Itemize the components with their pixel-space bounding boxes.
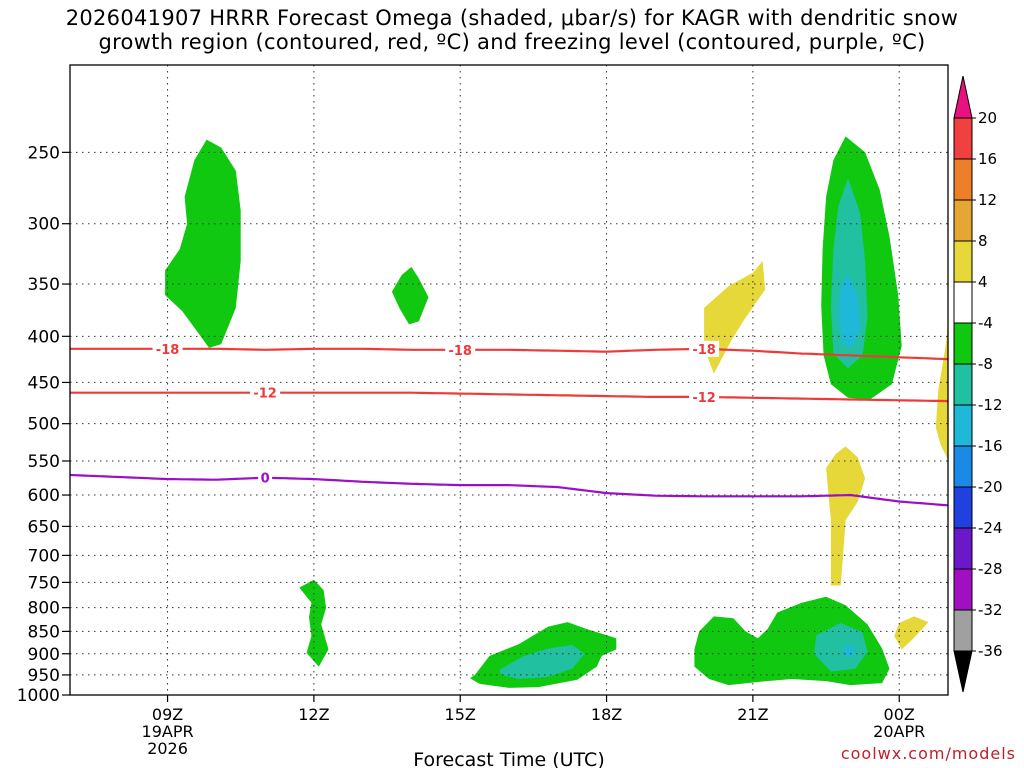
omega-region-upper-right-sink-core2 xyxy=(838,272,861,348)
colorbar-label-2: 12 xyxy=(978,191,997,209)
colorbar-swatch-12 xyxy=(953,609,973,652)
x-tick-label-18Z: 18Z xyxy=(591,705,622,724)
y-tick-label-650: 650 xyxy=(28,517,60,537)
y-tick-label-550: 550 xyxy=(28,452,60,472)
contour-label-freezing-level-0-0: 0 xyxy=(261,472,270,487)
chart-title: 2026041907 HRRR Forecast Omega (shaded, … xyxy=(0,6,1024,54)
colorbar-label-7: -12 xyxy=(978,396,1003,414)
contour-label-bg-temperature-minus-12-0 xyxy=(250,384,281,401)
colorbar-swatch-0 xyxy=(953,117,973,160)
colorbar-label-1: 16 xyxy=(978,150,997,168)
y-tick-label-700: 700 xyxy=(28,546,60,566)
x-tick-label-15Z: 15Z xyxy=(445,705,476,724)
colorbar-swatch-8 xyxy=(953,445,973,488)
colorbar-swatch-5 xyxy=(953,322,973,365)
y-axis: 250 300 350 400 450 500 550 600 650 700 750 800 850 9… xyxy=(17,143,70,706)
colorbar-label-11: -28 xyxy=(978,560,1003,578)
contour-freezing-level-0 xyxy=(70,473,948,507)
website-credit[interactable]: coolwx.com/models xyxy=(840,744,1016,763)
colorbar-label-4: 4 xyxy=(978,273,988,291)
y-tick-label-500: 500 xyxy=(28,415,60,435)
colorbar-swatch-7 xyxy=(953,404,973,447)
colorbar-label-5: -4 xyxy=(978,314,993,332)
colorbar-swatch-4 xyxy=(953,281,973,324)
y-tick-label-750: 750 xyxy=(28,573,60,593)
colorbar-label-6: -8 xyxy=(978,355,993,373)
x-tick-label-09Z: 09Z xyxy=(152,705,183,724)
omega-region-small-sink-14z xyxy=(391,266,429,325)
omega-region-rise-24z xyxy=(894,616,929,650)
contour-label-temperature-minus-12-1: -12 xyxy=(692,391,716,406)
chart-title-line-1: 2026041907 HRRR Forecast Omega (shaded, … xyxy=(65,6,959,30)
y-tick-label-250: 250 xyxy=(28,143,60,163)
y-tick-label-850: 850 xyxy=(28,622,60,642)
colorbar-swatch-6 xyxy=(953,363,973,406)
y-tick-label-400: 400 xyxy=(28,327,60,347)
y-tick-label-1000: 1000 xyxy=(17,686,60,706)
colorbar-legend: 20 16 12 8 4 -4 -8 -12 -16 -20 -24 -28 -32 -36 xyxy=(953,75,1003,693)
x-tick-label-12Z: 12Z xyxy=(298,705,329,724)
colorbar-label-13: -36 xyxy=(978,642,1003,660)
y-tick-label-450: 450 xyxy=(28,373,60,393)
colorbar-swatch-1 xyxy=(953,158,973,201)
colorbar-label-8: -16 xyxy=(978,437,1003,455)
colorbar-swatch-9 xyxy=(953,486,973,529)
y-tick-label-900: 900 xyxy=(28,645,60,665)
contour-label-bg-freezing-level-0-0 xyxy=(258,469,273,486)
contour-labels-layer: -18 -18 -18 -12 -12 0 xyxy=(152,340,720,487)
contour-label-temperature-minus-18-1: -18 xyxy=(448,344,472,359)
y-tick-label-300: 300 xyxy=(28,215,60,235)
x-tick-date-00Z: 20APR xyxy=(873,722,925,741)
colorbar-swatch-10 xyxy=(953,527,973,570)
colorbar-swatch-3 xyxy=(953,240,973,283)
contour-label-bg-temperature-minus-18-1 xyxy=(445,341,476,358)
plot-frame xyxy=(69,64,949,696)
chart-title-line-2: growth region (contoured, red, ºC) and f… xyxy=(98,30,926,54)
colorbar-label-0: 20 xyxy=(978,109,997,127)
y-tick-label-600: 600 xyxy=(28,486,60,506)
colorbar-swatch-11 xyxy=(953,568,973,611)
contour-label-temperature-minus-18-0: -18 xyxy=(156,343,180,358)
colorbar-top-arrow xyxy=(953,75,973,119)
colorbar-label-3: 8 xyxy=(978,232,988,250)
grid-lines xyxy=(70,65,948,696)
omega-region-upper-left-sink xyxy=(165,139,241,348)
contour-label-bg-temperature-minus-18-2 xyxy=(689,340,720,357)
contour-temperature-minus-18 xyxy=(70,347,948,361)
colorbar-bottom-arrow xyxy=(953,650,973,693)
contour-temperature-minus-12 xyxy=(70,391,948,403)
y-tick-label-350: 350 xyxy=(28,275,60,295)
contour-lines-layer xyxy=(70,347,948,507)
omega-region-lower-sink-21z-core xyxy=(813,623,868,672)
x-tick-date-09Z: 19APR xyxy=(142,722,194,741)
omega-region-lower-sink-21z-core2 xyxy=(843,643,856,658)
contour-label-temperature-minus-12-0: -12 xyxy=(253,387,277,402)
omega-region-rise-20z xyxy=(704,261,766,374)
x-tick-label-00Z: 00Z xyxy=(884,705,915,724)
omega-region-rise-23z xyxy=(826,446,866,586)
colorbar-label-12: -32 xyxy=(978,601,1003,619)
x-tick-label-21Z: 21Z xyxy=(737,705,768,724)
colorbar-swatch-2 xyxy=(953,199,973,242)
contour-label-temperature-minus-18-2: -18 xyxy=(692,343,716,358)
y-tick-label-950: 950 xyxy=(28,666,60,686)
colorbar-label-9: -20 xyxy=(978,478,1003,496)
omega-shading-layer xyxy=(165,136,948,688)
y-tick-label-800: 800 xyxy=(28,599,60,619)
x-tick-year-09Z: 2026 xyxy=(147,739,188,758)
contour-label-bg-temperature-minus-18-0 xyxy=(152,340,183,357)
x-axis-title: Forecast Time (UTC) xyxy=(413,749,604,768)
contour-label-bg-temperature-minus-12-1 xyxy=(689,388,720,405)
colorbar-label-10: -24 xyxy=(978,519,1003,537)
